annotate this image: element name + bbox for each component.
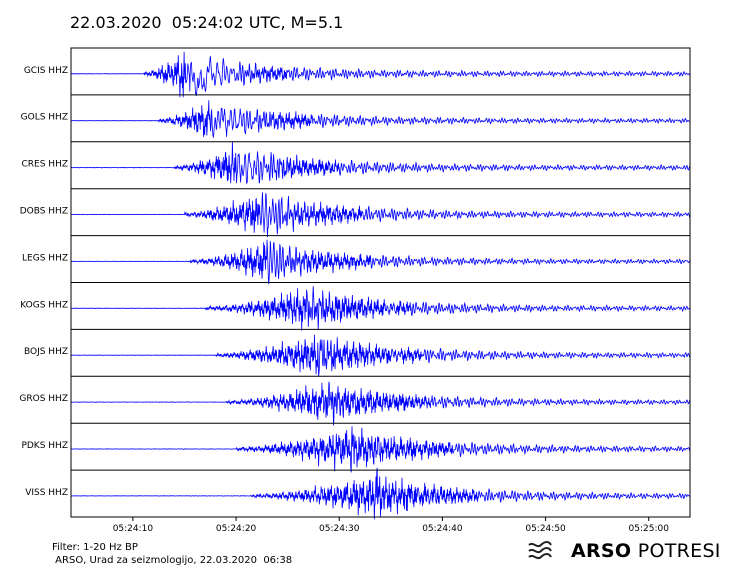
station-label: CRES HHZ <box>22 160 69 170</box>
trace-bojs-hhz <box>70 334 691 377</box>
trace-gols-hhz <box>71 100 691 138</box>
traces-group <box>70 51 691 520</box>
station-label: VISS HHZ <box>25 488 68 498</box>
trace-legs-hhz <box>70 239 691 285</box>
x-tick-label: 05:24:20 <box>216 524 257 534</box>
station-label: LEGS HHZ <box>22 253 68 263</box>
trace-viss-hhz <box>70 467 691 520</box>
station-label: BOJS HHZ <box>24 347 68 357</box>
trace-cres-hhz <box>70 141 691 185</box>
brand-logo[interactable]: ARSO POTRESI <box>527 540 721 562</box>
trace-gros-hhz <box>70 381 691 426</box>
station-label: GROS HHZ <box>19 394 68 404</box>
trace-kogs-hhz <box>70 286 691 331</box>
organization-note: ARSO, Urad za seizmologijo, 22.03.2020 0… <box>52 555 293 566</box>
x-tick-label: 05:24:50 <box>525 524 566 534</box>
brand-name: ARSO POTRESI <box>571 540 721 562</box>
plot-frame <box>70 47 691 518</box>
x-tick-label: 05:24:10 <box>113 524 154 534</box>
trace-dobs-hhz <box>70 192 691 238</box>
x-tick-label: 05:24:40 <box>422 524 463 534</box>
chart-title: 22.03.2020 05:24:02 UTC, M=5.1 <box>70 13 344 32</box>
station-label: DOBS HHZ <box>20 206 68 216</box>
x-tick-label: 05:24:30 <box>319 524 360 534</box>
x-axis-ticks-group: 05:24:10 05:24:20 05:24:30 05:24:40 05:24:50… <box>113 517 670 534</box>
seismo-wave-icon <box>528 541 552 560</box>
station-label: KOGS HHZ <box>20 300 68 310</box>
x-tick-label: 05:25:00 <box>629 524 670 534</box>
station-label: GCIS HHZ <box>24 66 68 76</box>
station-labels-group: GCIS HHZ GOLS HHZ CRES HHZ DOBS HHZ LEGS HHZ… <box>19 66 68 498</box>
brand-name-light: POTRESI <box>631 540 721 562</box>
station-label: PDKS HHZ <box>21 441 68 451</box>
trace-gcis-hhz <box>70 51 691 98</box>
filter-note: Filter: 1-20 Hz BP <box>52 542 138 553</box>
station-label: GOLS HHZ <box>21 113 68 123</box>
trace-pdks-hhz <box>70 426 691 473</box>
brand-name-bold: ARSO <box>571 540 632 562</box>
